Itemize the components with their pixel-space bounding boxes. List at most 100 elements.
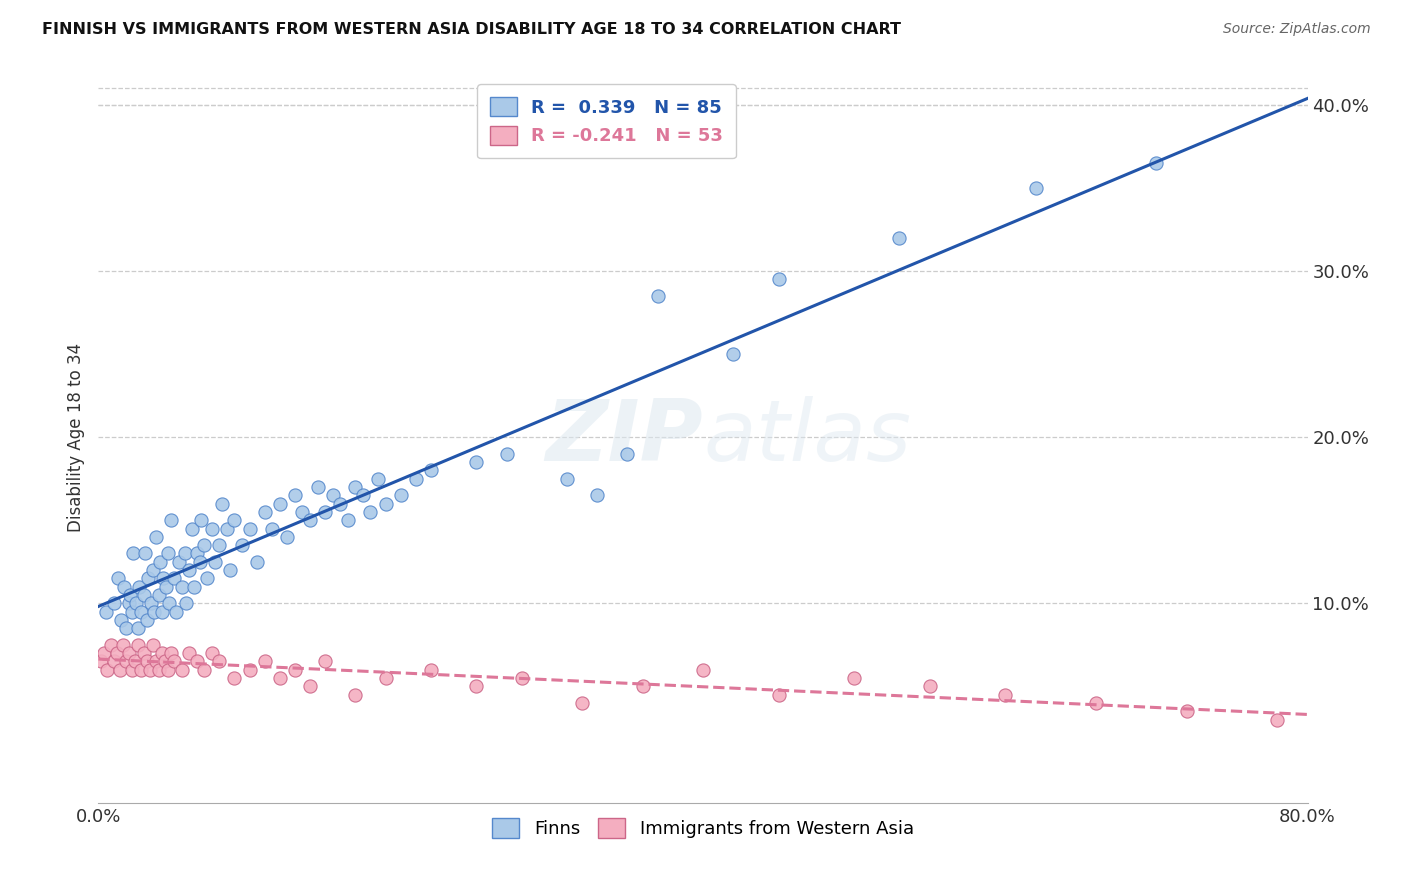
Point xyxy=(555,472,578,486)
Point xyxy=(129,663,152,677)
Point xyxy=(269,497,291,511)
Point xyxy=(142,638,165,652)
Point xyxy=(165,605,187,619)
Point xyxy=(336,513,359,527)
Point xyxy=(616,447,638,461)
Point xyxy=(120,588,142,602)
Point xyxy=(322,488,344,502)
Point xyxy=(586,488,609,502)
Point xyxy=(121,663,143,677)
Point xyxy=(219,563,242,577)
Point xyxy=(239,521,262,535)
Point xyxy=(122,546,145,560)
Point xyxy=(360,505,382,519)
Point xyxy=(170,580,193,594)
Text: FINNISH VS IMMIGRANTS FROM WESTERN ASIA DISABILITY AGE 18 TO 34 CORRELATION CHAR: FINNISH VS IMMIGRANTS FROM WESTERN ASIA … xyxy=(42,22,901,37)
Point xyxy=(344,480,367,494)
Point xyxy=(167,555,190,569)
Point xyxy=(201,646,224,660)
Point xyxy=(193,663,215,677)
Point xyxy=(231,538,253,552)
Point xyxy=(148,588,170,602)
Point xyxy=(211,497,233,511)
Point xyxy=(153,655,176,669)
Point xyxy=(94,605,117,619)
Point xyxy=(129,605,152,619)
Point xyxy=(692,663,714,677)
Point xyxy=(114,621,136,635)
Point xyxy=(156,663,179,677)
Point xyxy=(143,605,166,619)
Point xyxy=(420,663,443,677)
Point xyxy=(374,497,396,511)
Point xyxy=(145,655,167,669)
Point xyxy=(142,563,165,577)
Point xyxy=(193,538,215,552)
Point xyxy=(103,655,125,669)
Point xyxy=(510,671,533,685)
Point xyxy=(127,621,149,635)
Point xyxy=(291,505,314,519)
Point xyxy=(128,580,150,594)
Y-axis label: Disability Age 18 to 34: Disability Age 18 to 34 xyxy=(67,343,86,532)
Point xyxy=(150,646,173,660)
Point xyxy=(299,513,322,527)
Point xyxy=(190,513,212,527)
Point xyxy=(121,605,143,619)
Point xyxy=(173,546,195,560)
Point xyxy=(253,505,276,519)
Point xyxy=(276,530,298,544)
Point xyxy=(647,289,669,303)
Point xyxy=(344,688,367,702)
Point xyxy=(215,521,238,535)
Point xyxy=(723,347,745,361)
Point xyxy=(170,663,193,677)
Point xyxy=(571,696,593,710)
Point xyxy=(183,580,205,594)
Point xyxy=(155,580,177,594)
Point xyxy=(465,455,488,469)
Point xyxy=(389,488,412,502)
Text: atlas: atlas xyxy=(703,395,911,479)
Point xyxy=(141,596,163,610)
Point xyxy=(195,571,218,585)
Point xyxy=(420,463,443,477)
Point xyxy=(1085,696,1108,710)
Point xyxy=(889,230,911,244)
Point xyxy=(118,646,141,660)
Text: Source: ZipAtlas.com: Source: ZipAtlas.com xyxy=(1223,22,1371,37)
Point xyxy=(107,571,129,585)
Text: ZIP: ZIP xyxy=(546,395,703,479)
Point xyxy=(179,646,201,660)
Point xyxy=(262,521,284,535)
Point xyxy=(284,663,307,677)
Point xyxy=(93,646,115,660)
Point xyxy=(405,472,427,486)
Point xyxy=(374,671,396,685)
Point xyxy=(163,655,186,669)
Point xyxy=(253,655,276,669)
Point xyxy=(127,638,149,652)
Point xyxy=(224,671,246,685)
Point xyxy=(307,480,329,494)
Point xyxy=(465,680,488,694)
Point xyxy=(110,613,132,627)
Point xyxy=(156,546,179,560)
Point xyxy=(208,538,231,552)
Point xyxy=(186,546,208,560)
Point xyxy=(631,680,654,694)
Point xyxy=(90,655,112,669)
Point xyxy=(148,663,170,677)
Point xyxy=(112,580,135,594)
Point xyxy=(149,555,172,569)
Point xyxy=(152,571,174,585)
Point xyxy=(134,546,156,560)
Point xyxy=(994,688,1017,702)
Point xyxy=(768,272,790,286)
Point xyxy=(269,671,291,685)
Point xyxy=(111,638,134,652)
Point xyxy=(299,680,322,694)
Point xyxy=(352,488,374,502)
Point xyxy=(246,555,269,569)
Point xyxy=(208,655,231,669)
